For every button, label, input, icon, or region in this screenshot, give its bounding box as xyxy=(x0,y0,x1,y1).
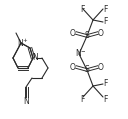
Text: F: F xyxy=(103,79,107,89)
Text: O: O xyxy=(98,28,104,37)
Text: N: N xyxy=(75,50,81,59)
Text: F: F xyxy=(80,5,84,13)
Text: F: F xyxy=(103,5,107,13)
Text: F: F xyxy=(103,17,107,27)
Text: +: + xyxy=(23,37,27,42)
Text: F: F xyxy=(80,94,84,104)
Text: S: S xyxy=(85,65,89,74)
Text: S: S xyxy=(85,32,89,40)
Text: O: O xyxy=(70,62,76,72)
Text: O: O xyxy=(98,62,104,72)
Text: O: O xyxy=(70,28,76,37)
Text: N: N xyxy=(32,54,38,62)
Text: N: N xyxy=(23,97,29,107)
Text: −: − xyxy=(81,49,85,54)
Text: F: F xyxy=(103,94,107,104)
Text: N: N xyxy=(17,39,23,47)
